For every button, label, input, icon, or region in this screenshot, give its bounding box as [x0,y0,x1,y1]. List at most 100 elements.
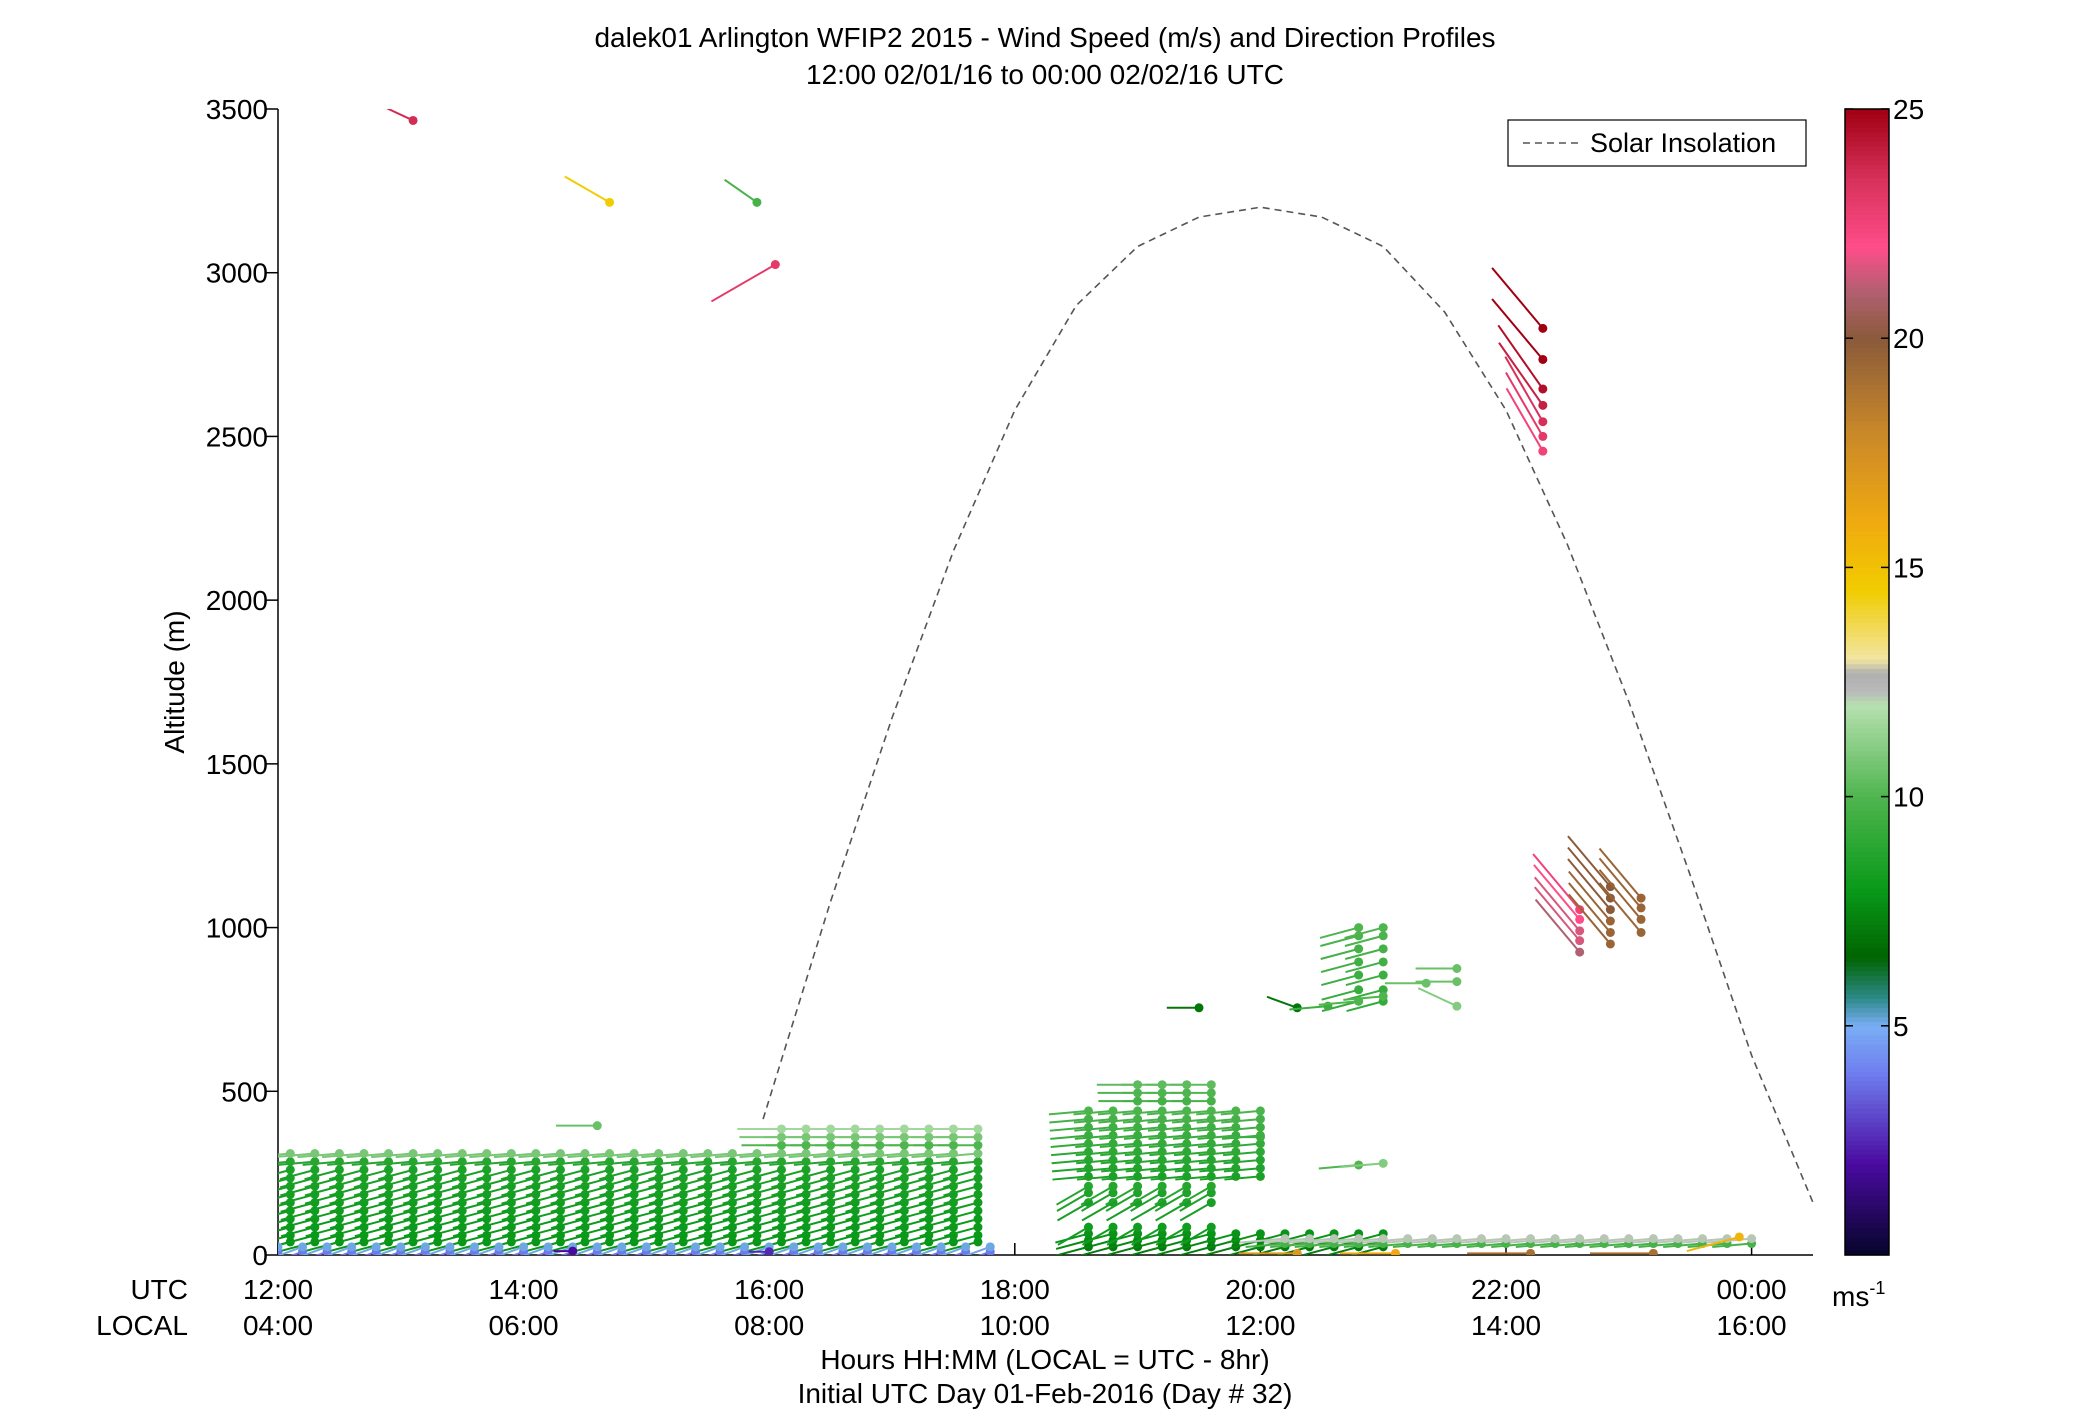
wind-barb-shaft [1122,1109,1163,1116]
colorbar-band [1845,915,1889,921]
wind-barb-shaft [1080,1185,1114,1206]
wind-barb-shaft [353,1185,389,1197]
wind-barb-shaft [771,1177,807,1189]
wind-barb-dot [1292,1248,1302,1255]
colorbar-band [1845,1002,1889,1009]
wind-barb-shaft [1097,1109,1138,1116]
wind-barb-shaft [476,1177,512,1189]
wind-barb-shaft [719,1245,745,1255]
colorbar-band [1845,1154,1889,1160]
colorbar-band [1845,764,1889,770]
wind-barb-shaft [1484,1237,1531,1244]
wind-barb-shaft [501,1193,537,1205]
wind-barb-dot [850,1165,860,1175]
wind-barb-dot [1747,1234,1757,1244]
wind-barb-shaft [1497,324,1544,390]
wind-barb-shaft [894,1185,930,1197]
wind-barb-dot [1206,1229,1216,1239]
colorbar-band [1845,1099,1889,1105]
colorbar-tick-label: 10 [1893,782,1924,813]
legend-label: Solar Insolation [1590,128,1776,158]
colorbar-band [1845,264,1889,271]
plot-area [278,109,1813,1255]
colorbar-band [1845,539,1889,546]
wind-barb-shaft [278,1185,291,1191]
wind-barb-shaft [280,1209,316,1221]
wind-barb-dot [1083,1229,1093,1239]
wind-barb-dot [494,1242,504,1252]
wind-barb [1589,1248,1658,1255]
wind-barb-shaft [1197,1142,1236,1148]
wind-barb-shaft [673,1226,709,1238]
wind-barb-shaft [1202,1232,1237,1244]
colorbar-band [1845,516,1889,523]
wind-barb-dot [605,1165,615,1175]
colorbar-band [1845,604,1889,610]
wind-barb-shaft [428,1234,463,1246]
wind-barb-shaft [1534,898,1581,953]
colorbar-band [1845,219,1889,225]
wind-barb-shaft [792,1245,819,1255]
colorbar-band [1845,471,1889,477]
wind-barb-dot [1231,1229,1241,1239]
colorbar-band [1845,622,1889,628]
wind-barb-shaft [1178,1185,1212,1206]
colorbar-band [1845,118,1889,124]
wind-barb-shaft [722,1201,758,1213]
wind-barb [770,1165,811,1181]
wind-barb-shaft [280,1193,316,1205]
wind-barb [377,1165,418,1181]
colorbar-band [1845,906,1889,912]
wind-barb-shaft [469,1152,512,1159]
wind-barb-dot [1133,1229,1143,1239]
wind-barb [933,1124,983,1134]
wind-barb [1177,1229,1216,1244]
wind-barb-shaft [746,1185,782,1197]
wind-barb-shaft [330,1226,365,1238]
colorbar-band [1845,737,1889,743]
colorbar-band [1845,475,1889,481]
wind-barb [1533,876,1585,936]
colorbar-band [1845,145,1889,151]
wind-barb-shaft [354,1218,389,1230]
wind-barb [1105,1181,1143,1206]
wind-barb-shaft [795,1185,831,1197]
colorbar-band [1845,365,1889,371]
wind-barb-shaft [353,1177,389,1189]
wind-barb-shaft [279,1168,316,1181]
wind-barb-shaft [420,1152,463,1159]
wind-barb-dot [1605,893,1615,903]
wind-barb-shaft [648,1209,684,1221]
colorbar-band [1845,1071,1889,1077]
wind-barb [1568,870,1615,926]
wind-barb-shaft [964,1245,991,1255]
wind-barb [1504,356,1548,427]
wind-barb-shaft [1196,1118,1236,1124]
wind-barb-shaft [378,1177,414,1189]
wind-barb [598,1165,639,1181]
wind-barb [842,1242,872,1255]
wind-barb-shaft [919,1218,954,1230]
wind-barb-shaft [1583,1237,1629,1244]
wind-barb [1598,882,1646,937]
colorbar-band [1845,168,1889,174]
wind-barb-shaft [641,1152,684,1159]
wind-barb [672,1165,713,1181]
wind-barb-shaft [648,1185,684,1197]
colorbar-band [1845,732,1889,738]
wind-barb [500,1165,541,1181]
wind-barb-shaft [870,1218,905,1230]
wind-barb-shaft [526,1218,561,1230]
colorbar-band [1845,296,1889,303]
wind-barb-dot [285,1165,295,1175]
wind-barb-shaft [428,1226,463,1238]
wind-barb-dot [1378,923,1388,933]
wind-barb-shaft [1131,1226,1163,1246]
colorbar-band [1845,1021,1889,1027]
colorbar-band [1845,1209,1889,1215]
wind-barb-dot [752,197,762,207]
wind-barb [940,1242,971,1255]
wind-barb-shaft [1124,1150,1163,1157]
wind-barb-shaft [542,1152,586,1159]
colorbar-band [1845,420,1889,426]
